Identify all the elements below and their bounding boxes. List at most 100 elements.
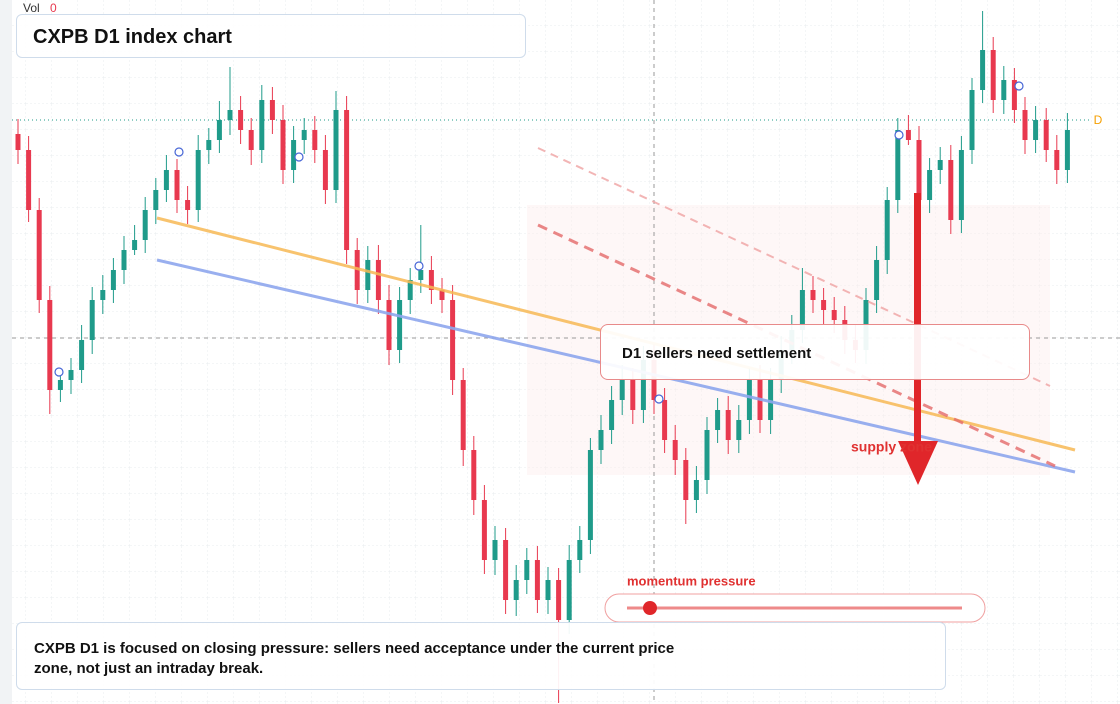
- candle-body: [1043, 120, 1049, 150]
- candle-body: [269, 100, 275, 120]
- candle-body: [238, 110, 244, 130]
- candle-body: [259, 100, 265, 150]
- candle-body: [110, 270, 116, 290]
- candle-body: [651, 360, 657, 400]
- candle-body: [407, 280, 413, 300]
- candle-body: [280, 120, 286, 170]
- candle-body: [821, 300, 827, 310]
- candle-body: [79, 340, 85, 370]
- title-box: CXPB D1 index chart: [16, 14, 526, 58]
- candle-body: [36, 210, 42, 300]
- candle-body: [100, 290, 106, 300]
- candle-body: [1064, 130, 1070, 170]
- candle-body: [418, 270, 424, 280]
- candle-body: [397, 300, 403, 350]
- candle-body: [693, 480, 699, 500]
- candle-body: [556, 580, 562, 620]
- candle-body: [799, 290, 805, 330]
- candle-body: [990, 50, 996, 100]
- marker: [654, 394, 664, 404]
- candle-body: [704, 430, 710, 480]
- candle-body: [1033, 120, 1039, 140]
- candle-body: [174, 170, 180, 200]
- candle-body: [57, 380, 63, 390]
- momentum-label: momentum pressure: [627, 573, 756, 588]
- candle-body: [895, 130, 901, 200]
- candle-body: [492, 540, 498, 560]
- arrow-shaft: [914, 193, 921, 443]
- slider-knob[interactable]: [643, 601, 657, 615]
- candle-body: [916, 140, 922, 200]
- zone-label: supply zone: [851, 439, 932, 455]
- candle-body: [715, 410, 721, 430]
- candle-body: [810, 290, 816, 300]
- candle-body: [640, 360, 646, 410]
- candle-body: [534, 560, 540, 600]
- left-strip: [0, 0, 12, 704]
- candle-body: [460, 380, 466, 450]
- candle-body: [746, 380, 752, 420]
- candle-body: [227, 110, 233, 120]
- candle-body: [683, 460, 689, 500]
- candle-body: [301, 130, 307, 140]
- candle-body: [163, 170, 169, 190]
- candle-body: [503, 540, 509, 600]
- candle-body: [598, 430, 604, 450]
- candle-body: [768, 380, 774, 420]
- candle-body: [471, 450, 477, 500]
- candle-body: [958, 150, 964, 220]
- channel-line: [537, 147, 1051, 387]
- candle-body: [587, 450, 593, 540]
- candle-body: [132, 240, 138, 250]
- candle-body: [619, 380, 625, 400]
- candle-body: [333, 110, 339, 190]
- marker: [174, 147, 184, 157]
- vol-value: 0: [50, 1, 57, 15]
- candle-body: [26, 150, 32, 210]
- candle-body: [206, 140, 212, 150]
- price-tag: D: [1094, 113, 1103, 127]
- candle-body: [153, 190, 159, 210]
- candle-body: [725, 410, 731, 440]
- candle-body: [1054, 150, 1060, 170]
- marker: [894, 130, 904, 140]
- candle-body: [291, 140, 297, 170]
- candle-body: [312, 130, 318, 150]
- candle-body: [874, 260, 880, 300]
- candle-body: [1022, 110, 1028, 140]
- candle-body: [513, 580, 519, 600]
- candle-body: [672, 440, 678, 460]
- candle-body: [375, 260, 381, 300]
- candle-body: [630, 380, 636, 410]
- chart-title: CXPB D1 index chart: [33, 26, 232, 48]
- candle-body: [439, 290, 445, 300]
- description-box: CXPB D1 is focused on closing pressure: …: [16, 622, 946, 690]
- candle-body: [736, 420, 742, 440]
- candle-body: [121, 250, 127, 270]
- candle-body: [322, 150, 328, 190]
- marker: [294, 152, 304, 162]
- candle-body: [524, 560, 530, 580]
- description-text: CXPB D1 is focused on closing pressure: …: [34, 640, 675, 677]
- candle-body: [481, 500, 487, 560]
- candle-body: [884, 200, 890, 260]
- candle-body: [142, 210, 148, 240]
- marker: [1014, 81, 1024, 91]
- candle-body: [450, 300, 456, 380]
- marker: [414, 261, 424, 271]
- candle-body: [1001, 80, 1007, 100]
- candle-body: [248, 130, 254, 150]
- candle-body: [980, 50, 986, 90]
- candle-body: [577, 540, 583, 560]
- candle-body: [969, 90, 975, 150]
- candle-body: [428, 270, 434, 290]
- candle-body: [216, 120, 222, 140]
- candle-body: [344, 110, 350, 250]
- callout-text: D1 sellers need settlement: [622, 345, 812, 362]
- candle-body: [905, 130, 911, 140]
- marker: [54, 367, 64, 377]
- candle-body: [185, 200, 191, 210]
- candle-body: [831, 310, 837, 320]
- arrow-head: [898, 441, 938, 485]
- candle-body: [545, 580, 551, 600]
